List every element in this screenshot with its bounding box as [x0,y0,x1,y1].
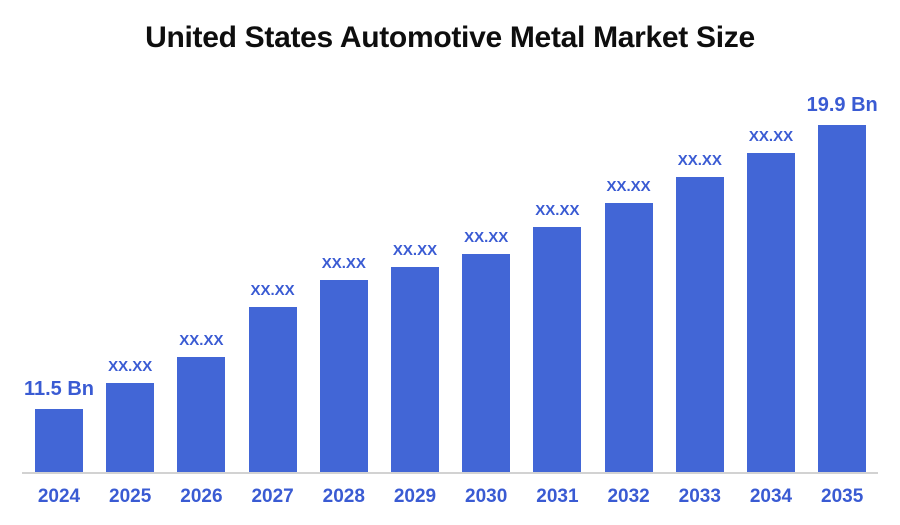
x-axis-label-2027: 2027 [251,486,294,507]
bar-value-label-2025: XX.XX [108,357,153,375]
x-axis-label-2024: 2024 [37,486,81,507]
bar-value-label-2029: XX.XX [392,241,438,259]
bar-value-label-2032: XX.XX [606,177,651,195]
x-axis-label-2034: 2034 [749,486,793,507]
x-axis-label-2029: 2029 [393,486,437,507]
bar-2024 [35,409,83,472]
chart-title: United States Automotive Metal Market Si… [145,21,755,54]
bar-2030 [462,254,511,472]
bar-2035 [818,125,867,472]
bar-value-label-2034: XX.XX [748,127,794,145]
bar-value-label-2033: XX.XX [677,151,722,169]
x-axis-label-2028: 2028 [322,486,365,507]
bar-value-label-2030: XX.XX [464,228,509,246]
bar-2034 [747,153,795,472]
bar-value-label-2035: 19.9 Bn [806,94,878,116]
bar-value-label-2024: 11.5 Bn [23,378,95,400]
x-axis-label-2026: 2026 [180,486,223,507]
bar-2026 [177,357,226,472]
bar-2027 [248,307,297,472]
bar-value-label-2031: XX.XX [535,201,580,219]
bar-value-label-2028: XX.XX [321,254,366,272]
x-axis-label-2031: 2031 [536,486,579,507]
x-axis-line [22,472,878,474]
x-axis-label-2035: 2035 [821,486,864,507]
x-axis-label-2033: 2033 [678,486,721,507]
bar-2029 [391,267,439,472]
bar-2032 [604,203,653,472]
x-axis-label-2032: 2032 [607,486,650,507]
bar-2033 [675,177,724,472]
bar-value-label-2026: XX.XX [179,331,224,349]
bar-2031 [533,227,582,472]
bar-2025 [106,383,155,472]
x-axis-label-2025: 2025 [109,486,152,507]
bar-2028 [319,280,368,472]
x-axis-label-2030: 2030 [465,486,508,507]
bar-value-label-2027: XX.XX [250,281,295,299]
